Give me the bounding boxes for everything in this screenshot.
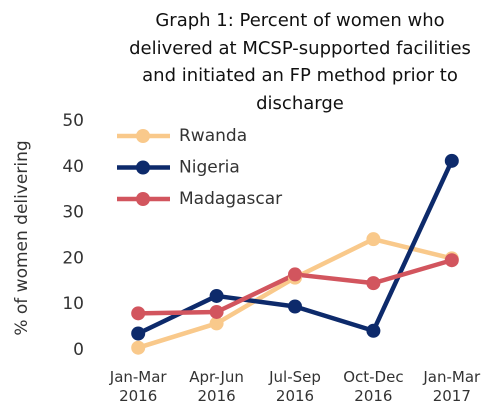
- data-point: [209, 288, 224, 303]
- data-point: [288, 299, 302, 314]
- legend-marker: [136, 129, 150, 143]
- data-point: [366, 232, 381, 247]
- legend-marker: [136, 160, 150, 175]
- series-line: [137, 236, 453, 350]
- data-point: [209, 316, 224, 331]
- y-tick-label: 20: [62, 248, 84, 268]
- y-tick-label: 10: [62, 294, 84, 314]
- y-tick-label: 40: [62, 157, 84, 177]
- legend-label: Rwanda: [179, 126, 247, 146]
- y-tick-label: 30: [62, 203, 84, 223]
- data-point: [366, 323, 381, 338]
- x-tick-label: Jan-Mar 2016: [109, 368, 167, 405]
- data-point: [444, 253, 459, 268]
- data-point: [366, 276, 381, 291]
- x-tick-label: Apr-Jun 2016: [189, 368, 244, 405]
- data-point: [131, 306, 146, 321]
- data-point: [288, 267, 302, 282]
- chart-title: Graph 1: Percent of women who delivered …: [129, 10, 471, 114]
- y-axis-label: % of women delivering: [12, 140, 32, 335]
- y-tick-label: 0: [73, 340, 84, 360]
- legend-label: Madagascar: [179, 189, 282, 209]
- legend-label: Nigeria: [179, 158, 240, 178]
- data-point: [209, 304, 224, 319]
- x-tick-label: Jan-Mar 2017: [423, 368, 481, 405]
- data-point: [131, 326, 146, 341]
- data-point: [131, 340, 146, 355]
- x-tick-label: Jul-Sep 2016: [269, 368, 321, 405]
- y-tick-label: 50: [62, 111, 84, 131]
- legend-marker: [136, 192, 150, 206]
- data-point: [444, 153, 459, 168]
- x-tick-label: Oct-Dec 2016: [343, 368, 404, 405]
